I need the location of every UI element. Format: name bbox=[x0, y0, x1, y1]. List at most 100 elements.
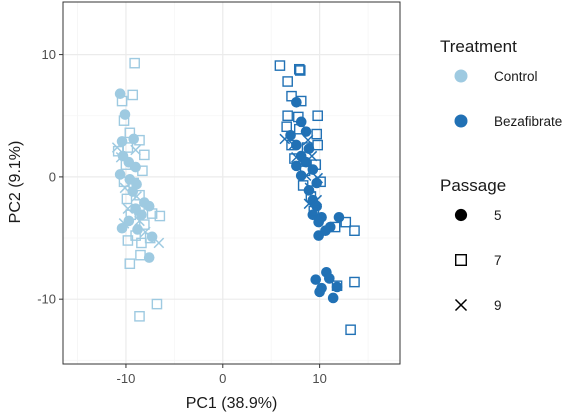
legend-marker-square bbox=[455, 254, 467, 266]
point-control-passage-7 bbox=[134, 134, 145, 146]
point-control-passage-7 bbox=[134, 311, 145, 322]
point-control-passage-5 bbox=[114, 169, 126, 180]
point-control-passage-7 bbox=[122, 235, 134, 246]
point-bezafibrate-passage-9 bbox=[304, 182, 316, 194]
point-control-passage-9 bbox=[122, 203, 134, 215]
point-bezafibrate-passage-7 bbox=[349, 276, 360, 288]
point-bezafibrate-passage-7 bbox=[315, 176, 326, 188]
point-bezafibrate-passage-7 bbox=[340, 216, 352, 228]
point-bezafibrate-passage-9 bbox=[306, 150, 318, 162]
point-bezafibrate-passage-9 bbox=[291, 151, 302, 163]
point-bezafibrate-passage-7 bbox=[281, 121, 292, 133]
legend-title-treatment: Treatment bbox=[440, 37, 517, 56]
point-control-passage-7 bbox=[129, 57, 140, 69]
point-control-passage-9 bbox=[153, 237, 165, 249]
point-control-passage-7 bbox=[125, 209, 137, 221]
point-bezafibrate-passage-7 bbox=[293, 63, 305, 75]
point-control-passage-5 bbox=[116, 136, 128, 147]
point-control-passage-5 bbox=[143, 200, 155, 212]
point-bezafibrate-passage-7 bbox=[345, 324, 356, 336]
data-points bbox=[111, 57, 360, 336]
point-control-passage-9 bbox=[118, 218, 130, 229]
point-control-passage-7 bbox=[127, 89, 139, 101]
legend-key-passage-9 bbox=[454, 298, 468, 312]
point-control-passage-9 bbox=[115, 151, 127, 163]
y-axis-title: PC2 (9.1%) bbox=[7, 141, 24, 224]
point-control-passage-5 bbox=[128, 133, 139, 145]
point-bezafibrate-passage-7 bbox=[274, 60, 286, 71]
legend-label-passage-7: 7 bbox=[494, 253, 502, 268]
point-control-passage-7 bbox=[139, 219, 150, 230]
point-bezafibrate-passage-7 bbox=[331, 280, 343, 292]
point-control-passage-7 bbox=[154, 210, 166, 222]
point-control-passage-7 bbox=[118, 115, 130, 126]
point-control-passage-7 bbox=[146, 208, 158, 219]
point-bezafibrate-passage-7 bbox=[308, 205, 320, 217]
point-bezafibrate-passage-7 bbox=[294, 65, 306, 76]
y-tick-label: 0 bbox=[49, 169, 56, 184]
point-bezafibrate-passage-7 bbox=[282, 76, 293, 87]
point-bezafibrate-passage-9 bbox=[311, 194, 323, 206]
point-bezafibrate-passage-5 bbox=[314, 286, 325, 298]
point-control-passage-9 bbox=[131, 191, 142, 202]
point-bezafibrate-passage-9 bbox=[288, 139, 299, 151]
point-bezafibrate-passage-7 bbox=[293, 123, 305, 135]
point-bezafibrate-passage-5 bbox=[313, 216, 324, 228]
point-control-passage-7 bbox=[116, 95, 128, 107]
point-bezafibrate-passage-9 bbox=[302, 134, 314, 146]
point-control-passage-7 bbox=[151, 298, 163, 310]
legend-label-passage-5: 5 bbox=[494, 208, 502, 223]
point-bezafibrate-passage-7 bbox=[312, 110, 323, 122]
legend-label-control: Control bbox=[494, 69, 538, 84]
legend-key-passage-5 bbox=[454, 208, 468, 222]
point-bezafibrate-passage-5 bbox=[307, 209, 319, 221]
point-control-passage-9 bbox=[134, 215, 145, 227]
y-tick-label: 10 bbox=[42, 47, 56, 62]
point-control-passage-9 bbox=[130, 144, 141, 156]
point-control-passage-9 bbox=[139, 226, 151, 238]
legend-key-passage-7 bbox=[455, 254, 467, 266]
point-bezafibrate-passage-7 bbox=[329, 221, 341, 233]
x-tick-label: 0 bbox=[219, 371, 226, 386]
y-tick-label: -10 bbox=[37, 292, 56, 307]
point-control-passage-5 bbox=[130, 161, 141, 173]
point-bezafibrate-passage-7 bbox=[295, 95, 307, 107]
point-bezafibrate-passage-7 bbox=[312, 139, 323, 151]
x-axis-title: PC1 (38.9%) bbox=[186, 395, 278, 412]
point-control-passage-7 bbox=[135, 249, 146, 261]
x-tick-label: -10 bbox=[117, 371, 136, 386]
point-bezafibrate-passage-5 bbox=[300, 126, 312, 137]
legend-key-bezafibrate bbox=[454, 114, 468, 128]
point-bezafibrate-passage-5 bbox=[327, 292, 339, 304]
point-control-passage-7 bbox=[137, 165, 148, 177]
point-control-passage-7 bbox=[121, 193, 133, 205]
point-bezafibrate-passage-7 bbox=[349, 225, 360, 236]
legend-title-passage: Passage bbox=[440, 176, 506, 195]
x-tick-label: 10 bbox=[312, 371, 326, 386]
point-bezafibrate-passage-9 bbox=[279, 133, 291, 145]
point-control-passage-9 bbox=[119, 182, 131, 194]
point-control-passage-5 bbox=[143, 252, 155, 263]
point-control-passage-5 bbox=[116, 222, 128, 234]
point-control-passage-7 bbox=[124, 127, 136, 139]
point-bezafibrate-passage-7 bbox=[293, 111, 304, 123]
point-bezafibrate-passage-9 bbox=[312, 172, 324, 184]
panel-background bbox=[63, 2, 400, 364]
point-bezafibrate-passage-7 bbox=[282, 110, 293, 122]
point-control-passage-9 bbox=[111, 142, 123, 153]
point-control-passage-5 bbox=[119, 109, 131, 120]
point-control-passage-7 bbox=[120, 159, 132, 170]
legend: Treatment Control Bezafibrate Passage 5 … bbox=[440, 37, 562, 313]
point-bezafibrate-passage-7 bbox=[289, 153, 300, 164]
legend-key-control bbox=[454, 69, 468, 83]
point-bezafibrate-passage-9 bbox=[300, 170, 312, 181]
legend-marker-circle bbox=[454, 208, 468, 222]
point-bezafibrate-passage-5 bbox=[313, 230, 324, 241]
axis-ticks: -10 0 10 10 0 -10 bbox=[37, 47, 327, 386]
legend-label-passage-9: 9 bbox=[494, 298, 502, 313]
point-bezafibrate-passage-9 bbox=[303, 198, 315, 210]
point-bezafibrate-passage-7 bbox=[286, 139, 297, 151]
legend-label-bezafibrate: Bezafibrate bbox=[494, 114, 562, 129]
point-bezafibrate-passage-5 bbox=[331, 281, 343, 293]
point-bezafibrate-passage-5 bbox=[285, 130, 296, 141]
